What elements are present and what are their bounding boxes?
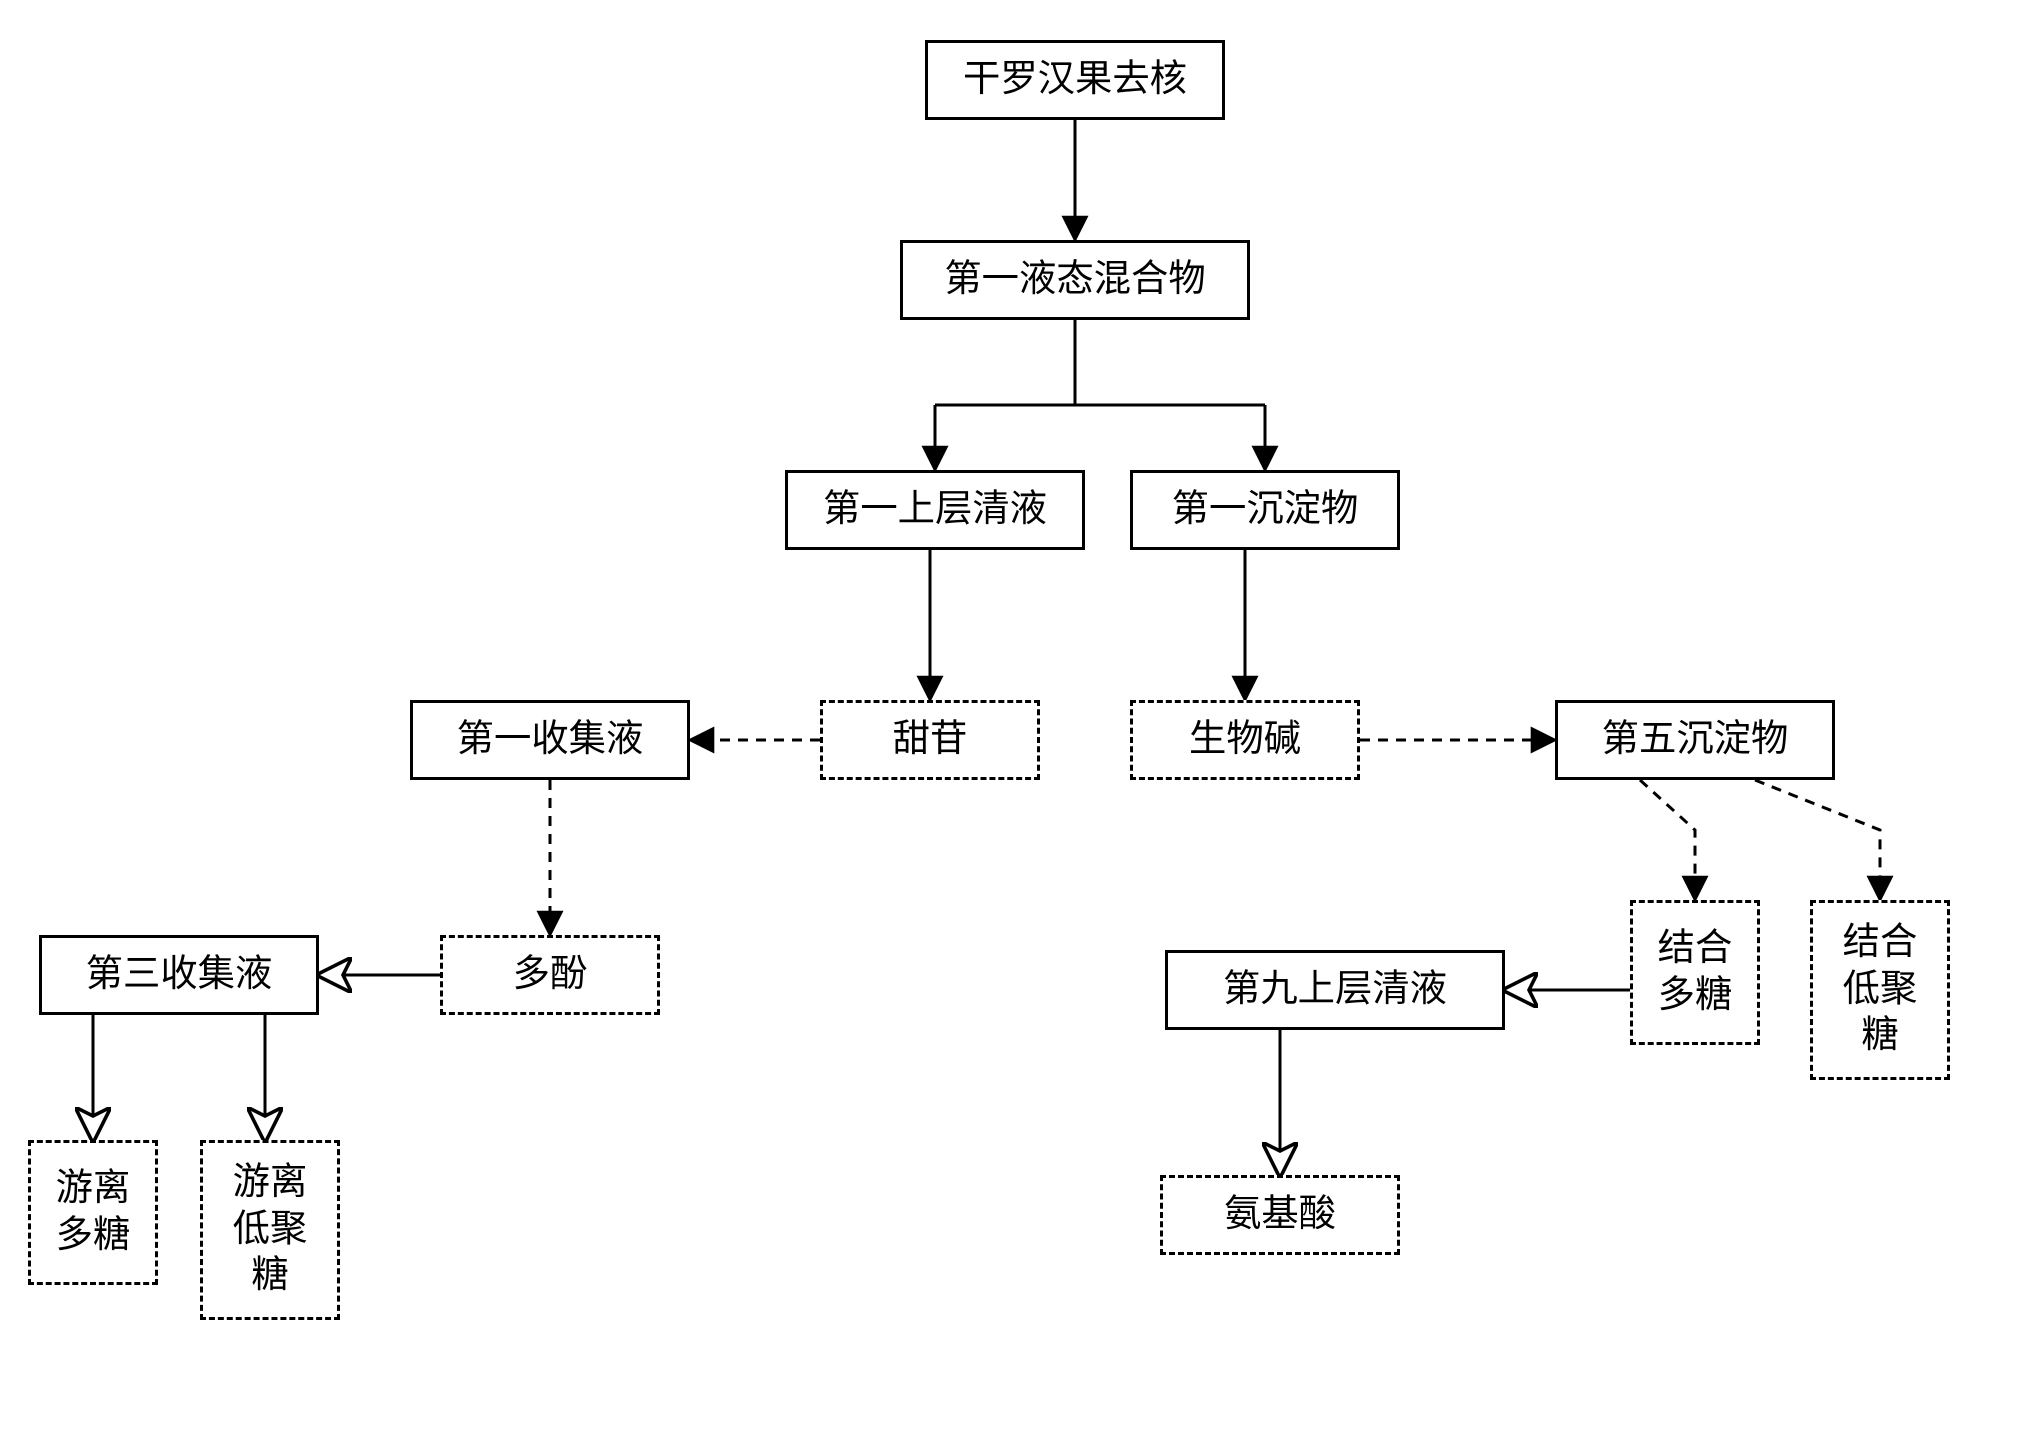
node-n1: 干罗汉果去核 (925, 40, 1225, 120)
node-label: 第一液态混合物 (944, 257, 1205, 304)
node-n12: 结合低聚糖 (1810, 900, 1950, 1080)
node-label: 第五沉淀物 (1602, 717, 1789, 764)
node-n3: 第一上层清液 (785, 470, 1085, 550)
node-n16: 游离低聚糖 (200, 1140, 340, 1320)
node-n5: 甜苷 (820, 700, 1040, 780)
node-label: 游离多糖 (56, 1166, 131, 1259)
node-label: 第九上层清液 (1223, 967, 1447, 1014)
node-label: 多酚 (513, 952, 588, 999)
node-label: 游离低聚糖 (233, 1160, 308, 1300)
node-label: 生物碱 (1189, 717, 1301, 764)
node-label: 第一收集液 (457, 717, 644, 764)
node-label: 第一沉淀物 (1172, 487, 1359, 534)
node-n9: 多酚 (440, 935, 660, 1015)
node-n10: 第三收集液 (39, 935, 319, 1015)
node-n11: 结合多糖 (1630, 900, 1760, 1045)
node-label: 第一上层清液 (823, 487, 1047, 534)
node-n8: 第五沉淀物 (1555, 700, 1835, 780)
node-n2: 第一液态混合物 (900, 240, 1250, 320)
node-label: 甜苷 (893, 717, 968, 764)
node-label: 干罗汉果去核 (963, 57, 1187, 104)
edge (1755, 780, 1880, 900)
edge (935, 320, 1265, 470)
node-label: 结合低聚糖 (1843, 920, 1918, 1060)
node-n15: 游离多糖 (28, 1140, 158, 1285)
node-n14: 氨基酸 (1160, 1175, 1400, 1255)
node-n4: 第一沉淀物 (1130, 470, 1400, 550)
node-n7: 第一收集液 (410, 700, 690, 780)
node-label: 结合多糖 (1658, 926, 1733, 1019)
edge (1640, 780, 1695, 900)
node-n6: 生物碱 (1130, 700, 1360, 780)
node-label: 第三收集液 (86, 952, 273, 999)
node-n13: 第九上层清液 (1165, 950, 1505, 1030)
node-label: 氨基酸 (1224, 1192, 1336, 1239)
